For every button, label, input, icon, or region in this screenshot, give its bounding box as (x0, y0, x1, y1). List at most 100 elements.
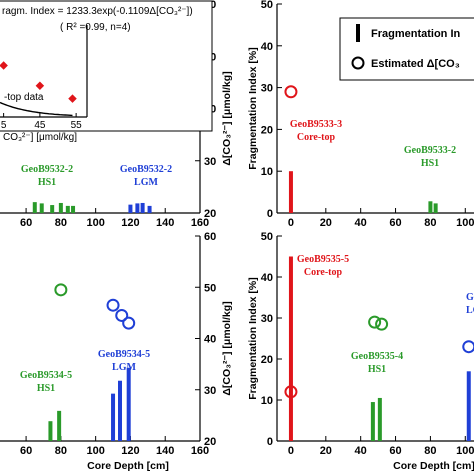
xtick-label: 20 (320, 445, 332, 457)
bar-green (65, 205, 70, 213)
xtick-label: 0 (288, 445, 294, 457)
left-ytick-label: 20 (261, 124, 273, 136)
xtick-label: 80 (424, 217, 436, 229)
bar-green (48, 421, 53, 441)
circle-marker (462, 340, 474, 354)
x-axis-label: Core Depth [cm] (393, 460, 474, 472)
left-axis-label: Fragmentation Index [%] (247, 47, 259, 170)
circle-marker (54, 283, 68, 297)
circle-marker (122, 316, 136, 330)
annotation-geob-clip: GeoB (466, 292, 474, 303)
inset-xtick-label: 45 (34, 120, 46, 131)
bar-green (57, 410, 62, 441)
bar-blue (126, 367, 131, 441)
bar-blue (135, 203, 140, 213)
xtick-label: 60 (20, 445, 32, 457)
xtick-label: 160 (191, 445, 209, 457)
xtick-label: 80 (424, 445, 436, 457)
xtick-label: 100 (86, 217, 104, 229)
right-axis-label: Δ[CO₃²⁻] [μmol/kg] (221, 301, 233, 395)
legend-bar-swatch (356, 24, 360, 42)
circle-marker (368, 315, 382, 329)
inset-xtick-label: 5 (1, 120, 7, 131)
annotation-geob9532-2-hs1: HS1 (38, 177, 56, 188)
xtick-label: 120 (121, 445, 139, 457)
bar-blue (466, 371, 471, 441)
annotation-geob9533-2-hs1: GeoB9533-2 (404, 145, 456, 156)
xtick-label: 80 (55, 217, 67, 229)
bar-green (71, 205, 76, 213)
left-axis-label: Fragmentation Index [%] (247, 277, 259, 400)
bar-red (288, 256, 293, 441)
inset-xtick-label: 55 (71, 120, 83, 131)
x-axis-label: Core Depth [cm] (87, 460, 169, 472)
fit-curve (0, 101, 73, 117)
xtick-label: 160 (191, 217, 209, 229)
annotation-geob9532-2-lgm: LGM (134, 177, 158, 188)
xtick-label: 40 (355, 445, 367, 457)
inset-xlabel: CO₃²⁻] [μmol/kg] (3, 132, 77, 143)
panel-top-right: 0 10 20 30 40 50 0 20 40 60 80 100 Fragmentation Ind… (247, 0, 474, 229)
bar-green (428, 201, 433, 213)
circle-marker (106, 298, 120, 312)
bar-green (50, 205, 55, 213)
inset-label: -top data (4, 92, 44, 103)
right-ytick-label: 20 (204, 208, 216, 220)
left-ytick-label: 0 (267, 436, 273, 448)
inset-point (35, 81, 45, 90)
bar-blue (128, 204, 133, 213)
bar-blue (140, 202, 145, 213)
left-ytick-label: 40 (261, 272, 273, 284)
inset-point (68, 94, 77, 103)
right-axis-label: Δ[CO₃²⁻] [μmol/kg] (221, 71, 233, 165)
circle-marker (284, 85, 298, 99)
left-ytick-label: 30 (261, 83, 273, 95)
left-ytick-label: 50 (261, 0, 273, 11)
annotation-geob9535-4-hs1: GeoB9535-4 (351, 351, 403, 362)
bar-blue (147, 205, 152, 213)
annotation-geob9535-5: Core-top (304, 267, 343, 278)
xtick-label: 60 (389, 217, 401, 229)
annotation-geob9533-2-hs1: HS1 (421, 158, 439, 169)
inset: ragm. Index = 1233.3exp(-0.1109Δ[CO₃²⁻])… (0, 0, 213, 143)
xtick-label: 140 (156, 217, 174, 229)
left-ytick-label: 40 (261, 41, 273, 53)
annotation-geob9534-5-hs1: HS1 (37, 383, 55, 394)
right-ytick-label: 60 (204, 231, 216, 243)
xtick-label: 100 (86, 445, 104, 457)
right-ytick-label: 30 (204, 156, 216, 168)
xtick-label: 20 (320, 217, 332, 229)
bar-blue (111, 393, 116, 441)
annotation-geob9532-2-hs1: GeoB9532-2 (21, 164, 73, 175)
left-ytick-label: 0 (267, 208, 273, 220)
bar-red (288, 171, 293, 213)
circle-marker (375, 317, 389, 331)
xtick-label: 60 (389, 445, 401, 457)
inset-frame (0, 0, 213, 132)
left-ytick-label: 20 (261, 354, 273, 366)
left-ytick-label: 30 (261, 313, 273, 325)
xtick-label: 60 (20, 217, 32, 229)
annotation-geob-clip: LG (466, 305, 474, 316)
circle-marker (115, 308, 129, 322)
legend-circle-label: Estimated Δ[CO₃ (371, 58, 460, 70)
right-ytick-label: 50 (204, 282, 216, 294)
bar-green (370, 402, 375, 441)
left-ytick-label: 10 (261, 166, 273, 178)
annotation-geob9535-5: GeoB9535-5 (297, 254, 349, 265)
annotation-geob9532-2-lgm: GeoB9532-2 (120, 164, 172, 175)
right-ytick-label: 20 (204, 436, 216, 448)
inset-stats: ( R² =0.99, n=4) (60, 22, 131, 33)
xtick-label: 100 (456, 445, 474, 457)
bar-blue (118, 380, 122, 441)
legend-circle-swatch (351, 56, 365, 70)
left-ytick-label: 50 (261, 231, 273, 243)
bar-green (377, 397, 382, 441)
legend-bar-label: Fragmentation In (371, 28, 461, 40)
annotation-geob9534-5-hs1: GeoB9534-5 (20, 370, 72, 381)
bar-green (39, 203, 44, 213)
legend-frame (339, 17, 474, 81)
annotation-geob9533-3: GeoB9533-3 (290, 119, 342, 130)
panel-top-left: 20304050606080100120140160Δ[CO₃²⁻] [μmol… (0, 0, 233, 229)
